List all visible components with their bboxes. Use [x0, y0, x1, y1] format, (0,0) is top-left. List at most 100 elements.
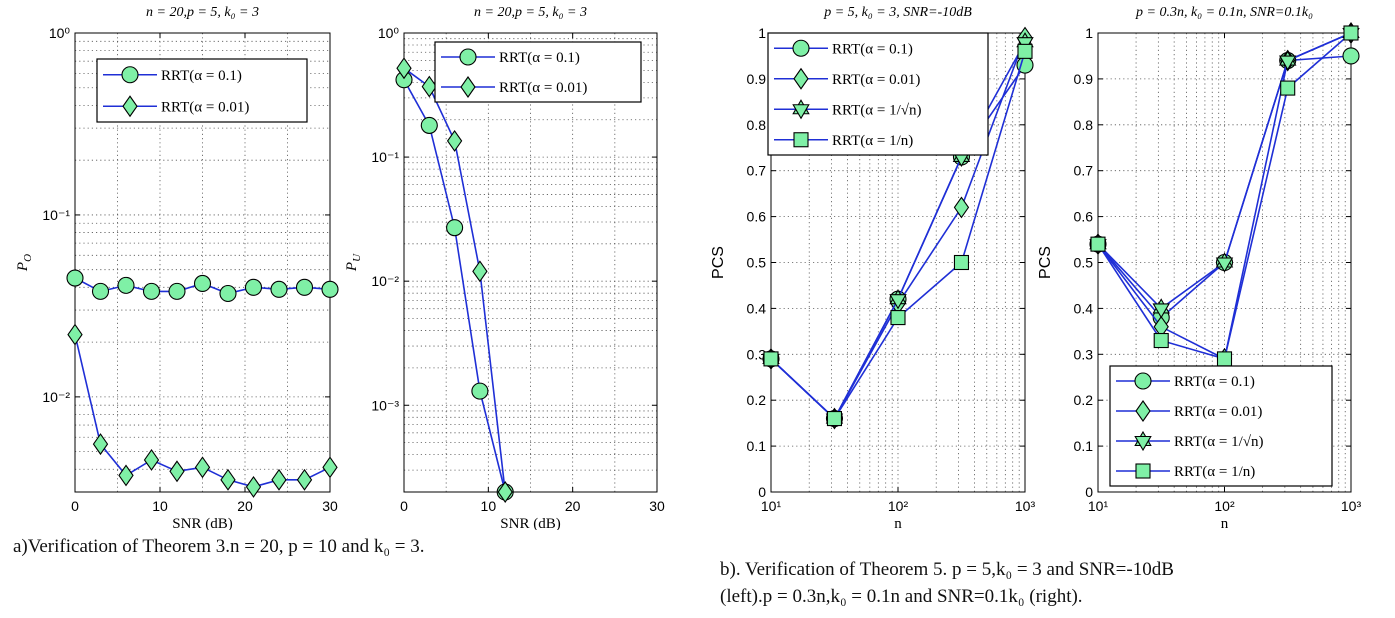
x-tick-label: 10³: [1341, 498, 1362, 514]
legend-marker: [792, 39, 810, 57]
data-point: [321, 280, 339, 298]
data-point: [472, 260, 488, 283]
legend-entry: RRT(α = 0.01): [774, 67, 920, 90]
legend-entry: RRT(α = 0.1): [103, 66, 242, 84]
legend-marker: [460, 76, 476, 98]
x-tick-label: 10²: [1214, 498, 1235, 514]
legend-label: RRT(α = 0.01): [1174, 404, 1262, 420]
data-point: [168, 282, 186, 300]
legend-entry: RRT(α = 0.1): [774, 39, 913, 57]
legend: RRT(α = 0.1) RRT(α = 0.01): [96, 58, 308, 123]
data-point: [270, 280, 288, 298]
legend-marker: [459, 48, 477, 66]
legend-marker: [793, 67, 809, 90]
legend-marker: [1134, 435, 1152, 452]
data-point: [118, 464, 134, 487]
x-tick-label: 10: [152, 498, 168, 514]
legend-label: RRT(α = 0.01): [499, 80, 587, 96]
x-axis-label: n: [1221, 516, 1229, 530]
legend: RRT(α = 0.1) RRT(α = 0.01): [434, 41, 642, 103]
x-tick-label: 10¹: [1088, 498, 1109, 514]
y-tick-label: 10⁰: [49, 25, 71, 41]
legend: RRT(α = 0.1) RRT(α = 0.01) RRT(α = 1/√n) RR…: [767, 32, 989, 156]
y-tick-label: 10⁻³: [371, 397, 399, 413]
y-tick-label: 0.6: [1074, 209, 1094, 225]
y-tick-label: 0.8: [747, 117, 767, 133]
caption-a: a)Verification of Theorem 3.n = 20, p = …: [13, 536, 425, 557]
y-tick-label: 0.9: [747, 71, 767, 87]
legend-entry: RRT(α = 1/n): [1116, 463, 1255, 480]
y-tick-label: 0.2: [747, 392, 767, 408]
y-axis-label: PO: [15, 254, 34, 272]
data-point: [953, 254, 970, 271]
y-tick-label: 10⁻¹: [42, 207, 70, 223]
x-axis-label: SNR (dB): [500, 516, 560, 530]
legend-entry: RRT(α = 1/√n): [1116, 430, 1263, 452]
chart-pcs2: 0 0.1 0.2 0.3 0.4 0.5 0.6 0.7 0.8 0.9 1 10¹ 10² 10³ p …: [1037, 5, 1361, 530]
legend-label: RRT(α = 0.1): [832, 41, 913, 57]
y-tick-label: 0.9: [1074, 71, 1094, 87]
legend-label: RRT(α = 0.01): [832, 72, 920, 88]
y-axis-label-wrap: PU: [344, 253, 363, 272]
legend-entry: RRT(α = 1/n): [774, 132, 913, 149]
data-point: [953, 196, 970, 219]
data-point: [219, 284, 237, 303]
data-point: [66, 269, 84, 287]
x-tick-label: 30: [322, 498, 338, 514]
x-tick-label: 0: [400, 498, 408, 514]
legend-label: RRT(α = 0.01): [161, 99, 249, 115]
y-tick-label: 0.4: [1074, 300, 1094, 316]
series-1: [67, 323, 338, 498]
axes-frame: [403, 32, 658, 493]
data-point: [92, 433, 109, 456]
data-point: [245, 475, 262, 498]
chart-title: n = 20,p = 5, k₀ = 3: [146, 5, 259, 20]
y-tick-label: 0.2: [1074, 392, 1094, 408]
data-point: [1152, 303, 1170, 319]
y-tick-label: 0.6: [747, 209, 767, 225]
axes-frame: [1097, 32, 1352, 493]
data-point: [826, 411, 843, 427]
y-tick-label: 0.3: [747, 346, 767, 362]
data-point: [67, 323, 83, 346]
legend-entry: RRT(α = 0.01): [103, 95, 249, 118]
data-point: [322, 456, 338, 479]
y-tick-label: 1: [758, 25, 766, 41]
legend-label: RRT(α = 0.1): [161, 68, 242, 84]
y-tick-label: 0.7: [1074, 163, 1094, 179]
data-point: [396, 57, 412, 80]
y-tick-label: 0: [1085, 484, 1093, 500]
legend-marker: [1134, 372, 1152, 390]
series-0: [66, 269, 339, 303]
y-tick-label: 0.3: [1074, 346, 1094, 362]
data-point: [220, 468, 236, 491]
data-point: [421, 75, 437, 98]
data-point: [1215, 257, 1234, 273]
x-tick-label: 10³: [1015, 498, 1036, 514]
data-point: [1216, 351, 1233, 367]
data-point: [1278, 55, 1297, 71]
legend-label: RRT(α = 1/√n): [1174, 434, 1263, 450]
x-tick-label: 0: [71, 498, 79, 514]
y-tick-label: 0.1: [747, 438, 767, 454]
data-point: [169, 460, 185, 483]
y-tick-label: 0.8: [1074, 117, 1094, 133]
chart-title: p = 0.3n, k₀ = 0.1n, SNR=0.1k₀: [1135, 5, 1313, 20]
caption-b-line1: b). Verification of Theorem 5. p = 5,k₀ …: [720, 559, 1174, 580]
x-axis-label: SNR (dB): [172, 516, 232, 530]
x-tick-label: 30: [649, 498, 665, 514]
y-axis-label: PCS: [1037, 246, 1054, 279]
chart-pcs1: 0 0.1 0.2 0.3 0.4 0.5 0.6 0.7 0.8 0.9 1 10¹ 10² 10³ p …: [710, 5, 1035, 530]
series-3: [1090, 25, 1359, 367]
legend-marker: [792, 104, 810, 120]
legend-entry: RRT(α = 0.01): [441, 76, 587, 98]
data-point: [1153, 332, 1169, 349]
legend: RRT(α = 0.1) RRT(α = 0.01) RRT(α = 1/√n) RR…: [1109, 365, 1333, 487]
y-tick-label: 10⁻¹: [371, 149, 399, 165]
legend-label: RRT(α = 1/√n): [832, 102, 921, 118]
legend-marker: [121, 66, 139, 84]
legend-marker: [1135, 463, 1151, 479]
legend-label: RRT(α = 0.1): [1174, 374, 1255, 390]
data-point: [271, 468, 287, 491]
